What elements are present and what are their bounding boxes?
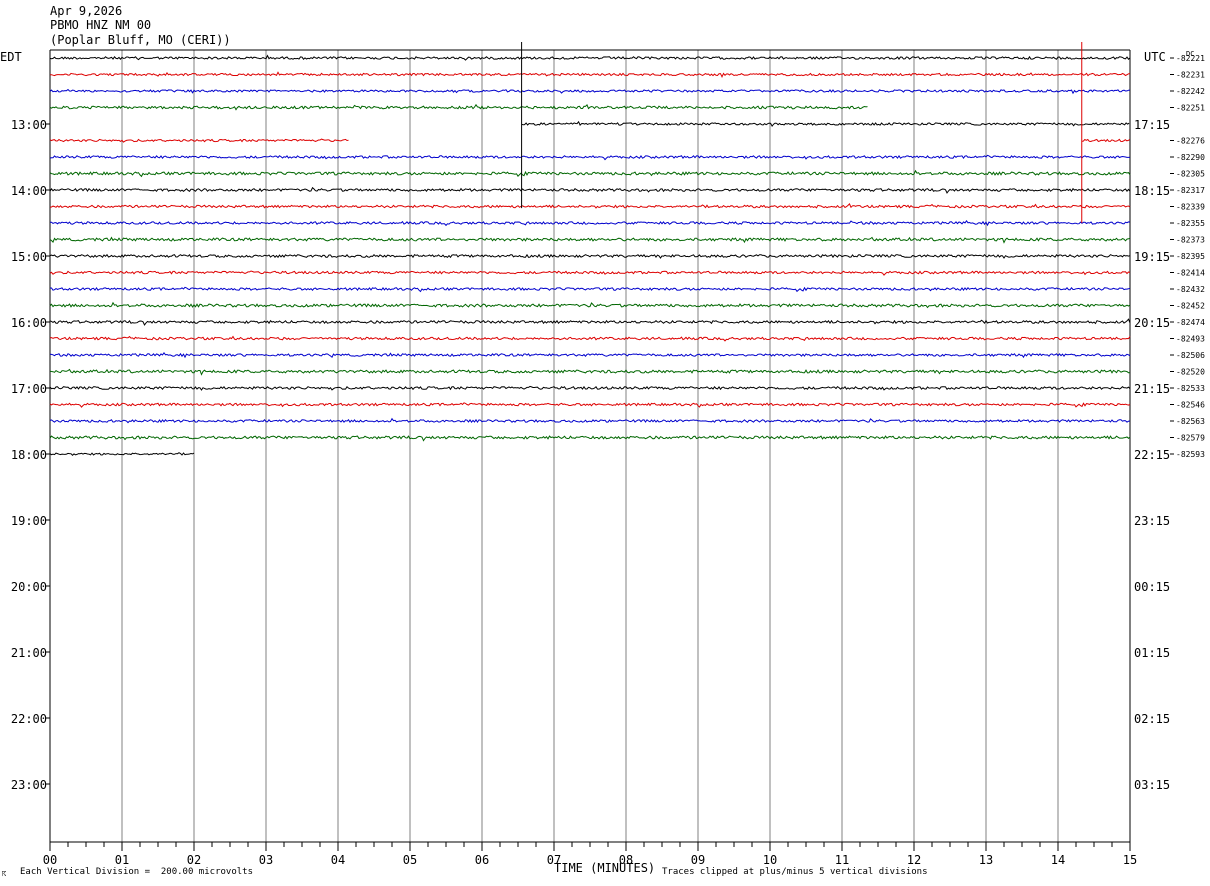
seismic-trace — [49, 417, 1131, 424]
x-tick-label: 00 — [43, 853, 57, 867]
left-hour-label: 20:00 — [11, 580, 47, 594]
left-hour-label: 22:00 — [11, 712, 47, 726]
seismic-trace — [49, 88, 1131, 95]
x-tick-label: 15 — [1123, 853, 1137, 867]
dc-offset-label: -82317 — [1176, 186, 1205, 195]
right-hour-label: 18:15 — [1134, 184, 1170, 198]
seismic-trace — [49, 219, 1131, 227]
clip-note: Traces clipped at plus/minus 5 vertical … — [662, 867, 928, 877]
x-tick-label: 13 — [979, 853, 993, 867]
right-hour-label: 17:15 — [1134, 118, 1170, 132]
right-hour-label: 03:15 — [1134, 778, 1170, 792]
dc-offset-label: -82395 — [1176, 252, 1205, 261]
seismic-trace — [49, 154, 1131, 161]
dc-label: DC — [1186, 50, 1194, 58]
seismic-trace — [1081, 138, 1131, 143]
left-hour-label: 18:00 — [11, 448, 47, 462]
seismic-trace — [49, 138, 349, 143]
right-hour-label: 20:15 — [1134, 316, 1170, 330]
seismic-trace — [521, 120, 1130, 128]
dc-offset-label: -82339 — [1176, 203, 1205, 212]
x-tick-label: 01 — [115, 853, 129, 867]
dc-offset-label: -82251 — [1176, 104, 1205, 113]
seismic-trace — [49, 452, 195, 457]
dc-offset-label: -82593 — [1176, 450, 1205, 459]
x-tick-label: 08 — [619, 853, 633, 867]
x-tick-label: 14 — [1051, 853, 1065, 867]
x-tick-label: 05 — [403, 853, 417, 867]
left-hour-label: 14:00 — [11, 184, 47, 198]
right-hour-label: 00:15 — [1134, 580, 1170, 594]
seismic-trace — [49, 186, 1131, 194]
x-tick-label: 02 — [187, 853, 201, 867]
seismic-trace — [49, 169, 1131, 178]
dc-offset-label: -82493 — [1176, 335, 1205, 344]
seismic-trace — [49, 103, 868, 111]
dc-offset-label: -82432 — [1176, 285, 1205, 294]
dc-offset-label: -82231 — [1176, 71, 1205, 80]
dc-offset-label: -82579 — [1176, 434, 1205, 443]
seismic-trace — [49, 71, 1131, 79]
scale-note: Each Vertical Division = 200.00 microvol… — [20, 867, 253, 877]
dc-offset-label: -82305 — [1176, 170, 1205, 179]
dc-offset-label: -82520 — [1176, 368, 1205, 377]
dc-offset-label: -82242 — [1176, 87, 1205, 96]
right-timezone-label: UTC — [1144, 50, 1166, 64]
station-channel: PBMO HNZ NM 00 — [50, 18, 152, 32]
dc-offset-label: -82221 — [1176, 54, 1205, 63]
seismic-trace — [49, 253, 1131, 259]
x-axis-title: TIME (MINUTES) — [554, 861, 656, 875]
right-hour-label: 21:15 — [1134, 382, 1170, 396]
dc-offset-label: -82546 — [1176, 401, 1205, 410]
station-date: Apr 9,2026 — [50, 4, 123, 18]
x-tick-label: 11 — [835, 853, 849, 867]
left-hour-label: 21:00 — [11, 646, 47, 660]
dc-offset-label: -82276 — [1176, 137, 1205, 146]
seismic-trace — [49, 236, 1131, 244]
seismic-trace — [49, 435, 1131, 442]
seismic-trace — [49, 270, 1131, 276]
station-location: (Poplar Bluff, MO (CERI)) — [50, 33, 231, 47]
right-hour-label: 23:15 — [1134, 514, 1170, 528]
seismic-trace — [49, 385, 1131, 391]
x-tick-label: 04 — [331, 853, 345, 867]
x-tick-label: 10 — [763, 853, 777, 867]
dc-offset-label: -82373 — [1176, 236, 1205, 245]
dc-offset-label: -82506 — [1176, 351, 1205, 360]
right-hour-label: 02:15 — [1134, 712, 1170, 726]
x-tick-label: 12 — [907, 853, 921, 867]
right-hour-label: 22:15 — [1134, 448, 1170, 462]
dc-offset-label: -82533 — [1176, 384, 1205, 393]
dc-offset-label: -82474 — [1176, 318, 1205, 327]
left-hour-label: 23:00 — [11, 778, 47, 792]
right-hour-label: 19:15 — [1134, 250, 1170, 264]
left-hour-label: 16:00 — [11, 316, 47, 330]
seismic-trace — [49, 402, 1131, 408]
left-hour-label: 13:00 — [11, 118, 47, 132]
seismic-trace — [49, 351, 1131, 359]
seismic-trace — [49, 335, 1131, 342]
x-tick-label: 03 — [259, 853, 273, 867]
seismic-trace — [49, 54, 1131, 61]
seismic-trace — [49, 318, 1131, 326]
seismic-trace — [49, 203, 1131, 209]
seismic-trace — [50, 286, 1131, 293]
seismic-trace — [49, 368, 1130, 376]
seismic-trace — [49, 301, 1131, 309]
left-hour-label: 19:00 — [11, 514, 47, 528]
right-hour-label: 01:15 — [1134, 646, 1170, 660]
x-tick-label: 06 — [475, 853, 489, 867]
x-tick-label: 07 — [547, 853, 561, 867]
logo-mark-icon: ☈ — [2, 870, 7, 878]
x-tick-label: 09 — [691, 853, 705, 867]
dc-offset-label: -82452 — [1176, 302, 1205, 311]
left-hour-label: 17:00 — [11, 382, 47, 396]
dc-offset-label: -82355 — [1176, 219, 1205, 228]
dc-offset-label: -82290 — [1176, 153, 1205, 162]
left-hour-label: 15:00 — [11, 250, 47, 264]
dc-offset-label: -82563 — [1176, 417, 1205, 426]
left-timezone-label: EDT — [0, 50, 22, 64]
dc-offset-label: -82414 — [1176, 269, 1205, 278]
